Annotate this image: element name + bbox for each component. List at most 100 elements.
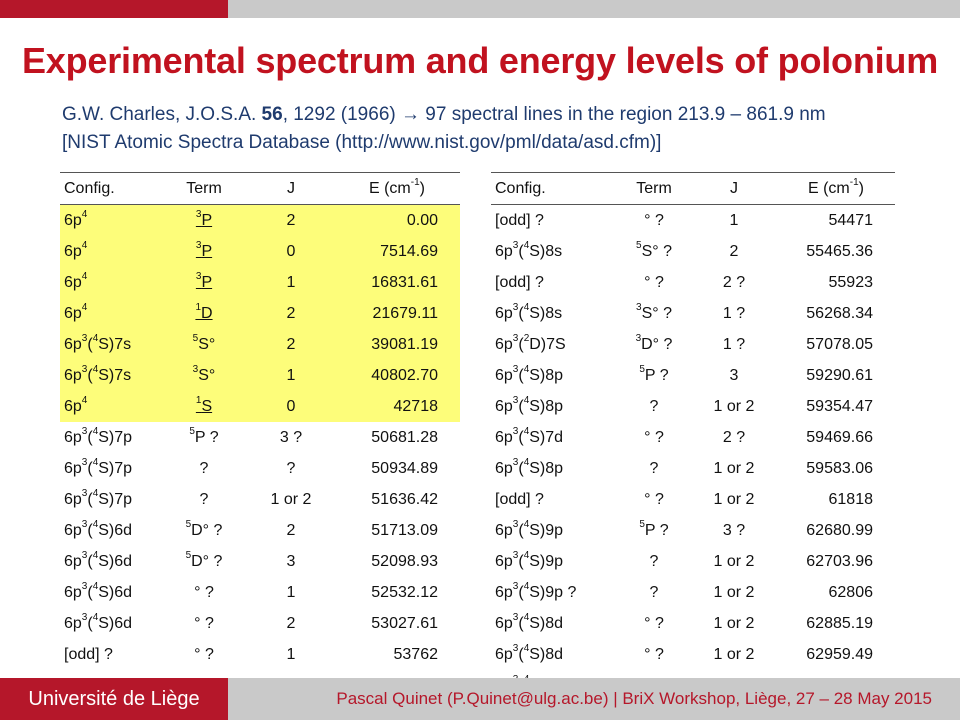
cell-config: [odd] ? bbox=[495, 273, 544, 291]
cell-j: 0 bbox=[248, 236, 334, 267]
header-config: Config. bbox=[60, 172, 160, 205]
cell-j: 3 ? bbox=[722, 521, 746, 539]
arrow-icon: → bbox=[401, 104, 420, 125]
cell-term: ° ? bbox=[644, 428, 664, 446]
cell-config: 6p3(4S)8d bbox=[495, 612, 564, 632]
cell-config: 6p3(4S)7p bbox=[64, 457, 133, 477]
cell-config: 6p3(4S)9p ? bbox=[495, 581, 577, 601]
cell-j: 3 bbox=[729, 366, 739, 384]
cell-energy: 59290.61 bbox=[806, 366, 873, 384]
cell-config: 6p3(4S)7d bbox=[495, 426, 564, 446]
table-row: 6p3(4S)8p? 1 or 2 59354.47 bbox=[491, 391, 895, 422]
cell-j: 1 or 2 bbox=[713, 552, 755, 570]
cell-config: 6p3(4S)7s bbox=[60, 360, 160, 391]
header-term: Term bbox=[160, 172, 248, 205]
table-header-row: Config. Term J E (cm-1) bbox=[60, 172, 460, 205]
cell-term: ° ? bbox=[644, 490, 664, 508]
cell-energy: 54471 bbox=[828, 211, 874, 229]
cell-energy: 62806 bbox=[828, 583, 874, 601]
table-row: 6p3(4S)9p? 1 or 2 62703.96 bbox=[491, 546, 895, 577]
cell-energy: 62703.96 bbox=[806, 552, 873, 570]
cell-term: 5S° ? bbox=[636, 240, 672, 260]
table-row: 6p4 1D 2 21679.11 bbox=[60, 298, 460, 329]
top-gray-bar bbox=[228, 0, 960, 18]
cell-energy: 61818 bbox=[828, 490, 874, 508]
cell-energy: 51713.09 bbox=[371, 521, 438, 539]
cell-config: 6p3(4S)7p bbox=[64, 426, 133, 446]
table-row: [odd] ? ° ? 1 53762 bbox=[60, 639, 460, 670]
cell-term: 1S bbox=[160, 391, 248, 422]
cell-j: 1 or 2 bbox=[713, 490, 755, 508]
table-row: [odd] ? ° ? 1 54471 bbox=[491, 205, 895, 237]
ref-summary: 97 spectral lines in the region 213.9 – … bbox=[420, 104, 826, 125]
cell-energy: 50934.89 bbox=[371, 459, 438, 477]
table-row: 6p3(4S)9p 5P ? 3 ? 62680.99 bbox=[491, 515, 895, 546]
energy-levels-table-right: Config. Term J E (cm-1) [odd] ? ° ? 1 54471… bbox=[491, 172, 895, 702]
cell-j: 2 bbox=[286, 521, 296, 539]
table-row: 6p3(4S)6d ° ? 1 52532.12 bbox=[60, 577, 460, 608]
table-row: 6p3(4S)8d ° ? 1 or 2 62885.19 bbox=[491, 608, 895, 639]
cell-energy: 55465.36 bbox=[806, 242, 873, 260]
cell-term: 5P ? bbox=[639, 519, 669, 539]
cell-config: 6p4 bbox=[60, 236, 160, 267]
table-row: 6p3(4S)7p 5P ? 3 ? 50681.28 bbox=[60, 422, 460, 453]
cell-config: [odd] ? bbox=[495, 490, 544, 508]
cell-term: ° ? bbox=[194, 583, 214, 601]
table-row: 6p4 1S 0 42718 bbox=[60, 391, 460, 422]
header-j: J bbox=[691, 172, 777, 205]
cell-j: 1 ? bbox=[722, 304, 746, 322]
cell-energy: 52532.12 bbox=[371, 583, 438, 601]
cell-term: 5P ? bbox=[639, 364, 669, 384]
cell-energy: 0.00 bbox=[334, 204, 460, 236]
cell-energy: 53027.61 bbox=[371, 614, 438, 632]
cell-term: 5P ? bbox=[189, 426, 219, 446]
cell-config: 6p3(4S)8d bbox=[495, 643, 564, 663]
footer-bar: Pascal Quinet (P.Quinet@ulg.ac.be) | Bri… bbox=[228, 678, 960, 720]
footer-credit: Pascal Quinet (P.Quinet@ulg.ac.be) | Bri… bbox=[336, 689, 932, 708]
cell-term: 3S° ? bbox=[636, 302, 672, 322]
cell-config: [odd] ? bbox=[495, 211, 544, 229]
cell-config: 6p4 bbox=[60, 391, 160, 422]
cell-energy: 40802.70 bbox=[334, 360, 460, 391]
cell-config: 6p3(4S)9p bbox=[495, 519, 564, 539]
cell-energy: 59469.66 bbox=[806, 428, 873, 446]
table-row: 6p4 3P 2 0.00 bbox=[60, 204, 460, 236]
cell-term: ° ? bbox=[194, 645, 214, 663]
cell-energy: 7514.69 bbox=[334, 236, 460, 267]
cell-j: 1 bbox=[729, 211, 739, 229]
cell-j: 2 ? bbox=[722, 428, 746, 446]
cell-term: ? bbox=[649, 397, 659, 415]
cell-config: 6p3(4S)8s bbox=[495, 302, 563, 322]
cell-energy: 21679.11 bbox=[334, 298, 460, 329]
table-row: 6p3(4S)8p 5P ? 3 59290.61 bbox=[491, 360, 895, 391]
cell-energy: 52098.93 bbox=[371, 552, 438, 570]
cell-term: 3S° bbox=[160, 360, 248, 391]
ref-rest: , 1292 (1966) bbox=[282, 104, 401, 125]
cell-config: 6p3(4S)6d bbox=[64, 612, 133, 632]
cell-energy: 56268.34 bbox=[806, 304, 873, 322]
cell-j: 1 or 2 bbox=[713, 583, 755, 601]
cell-term: 3P bbox=[160, 267, 248, 298]
header-term: Term bbox=[617, 172, 691, 205]
cell-j: 2 bbox=[729, 242, 739, 260]
cell-term: 5D° ? bbox=[185, 550, 223, 570]
cell-j: 1 ? bbox=[722, 335, 746, 353]
cell-j: 1 bbox=[286, 583, 296, 601]
cell-energy: 16831.61 bbox=[334, 267, 460, 298]
header-energy: E (cm-1) bbox=[777, 172, 895, 205]
table-row: 6p3(4S)7s 3S° 1 40802.70 bbox=[60, 360, 460, 391]
table-row: 6p3(4S)6d 5D° ? 3 52098.93 bbox=[60, 546, 460, 577]
table-row: 6p3(4S)7p?? 50934.89 bbox=[60, 453, 460, 484]
table-row: 6p3(4S)8d ° ? 1 or 2 62959.49 bbox=[491, 639, 895, 670]
cell-j: 3 ? bbox=[279, 428, 303, 446]
table-row: 6p3(4S)6d ° ? 2 53027.61 bbox=[60, 608, 460, 639]
table-row: 6p3(4S)8s 5S° ? 2 55465.36 bbox=[491, 236, 895, 267]
table-row: 6p3(4S)6d 5D° ? 2 51713.09 bbox=[60, 515, 460, 546]
cell-term: ? bbox=[199, 459, 209, 477]
cell-config: 6p3(4S)9p bbox=[495, 550, 564, 570]
cell-energy: 42718 bbox=[334, 391, 460, 422]
table-row: [odd] ? ° ? 1 or 2 61818 bbox=[491, 484, 895, 515]
cell-config: 6p4 bbox=[60, 267, 160, 298]
cell-j: 2 bbox=[248, 298, 334, 329]
table-row: 6p3(4S)7s 5S° 2 39081.19 bbox=[60, 329, 460, 360]
